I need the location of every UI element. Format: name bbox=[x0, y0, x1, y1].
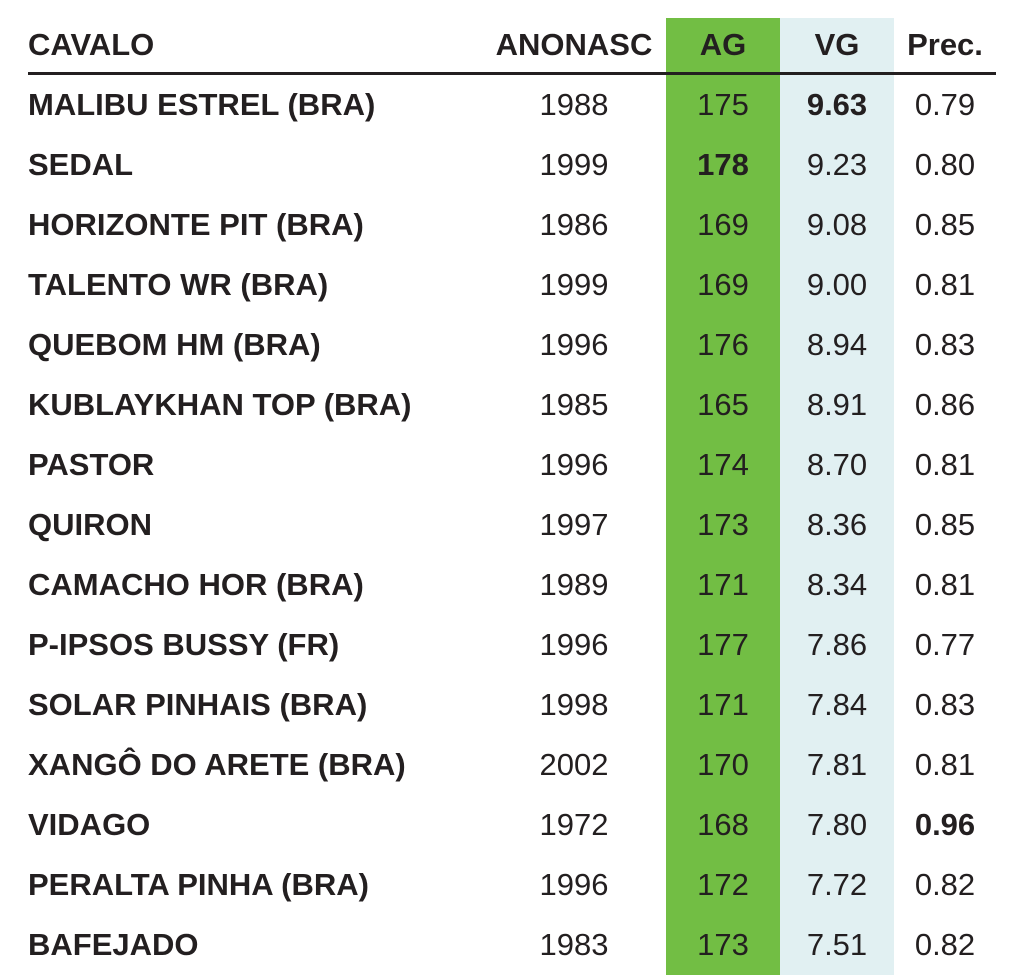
table-row: PERALTA PINHA (BRA)19961727.720.82 bbox=[28, 855, 996, 915]
table-row: CAMACHO HOR (BRA)19891718.340.81 bbox=[28, 555, 996, 615]
cell-cavalo: BAFEJADO bbox=[28, 915, 482, 975]
table-row: TALENTO WR (BRA)19991699.000.81 bbox=[28, 255, 996, 315]
cell-ag: 171 bbox=[666, 555, 780, 615]
cell-prec: 0.81 bbox=[894, 255, 996, 315]
cell-anonasc: 1996 bbox=[482, 615, 666, 675]
cell-vg: 8.91 bbox=[780, 375, 894, 435]
cell-cavalo: P-IPSOS BUSSY (FR) bbox=[28, 615, 482, 675]
cell-cavalo: SOLAR PINHAIS (BRA) bbox=[28, 675, 482, 735]
cell-anonasc: 1983 bbox=[482, 915, 666, 975]
cell-vg: 8.94 bbox=[780, 315, 894, 375]
cell-vg: 9.08 bbox=[780, 195, 894, 255]
cell-cavalo: SEDAL bbox=[28, 135, 482, 195]
cell-vg: 7.72 bbox=[780, 855, 894, 915]
cell-vg: 7.80 bbox=[780, 795, 894, 855]
cell-ag: 175 bbox=[666, 74, 780, 136]
cell-cavalo: HORIZONTE PIT (BRA) bbox=[28, 195, 482, 255]
cell-prec: 0.96 bbox=[894, 795, 996, 855]
cell-ag: 176 bbox=[666, 315, 780, 375]
cell-ag: 169 bbox=[666, 195, 780, 255]
cell-anonasc: 1996 bbox=[482, 315, 666, 375]
cell-vg: 8.70 bbox=[780, 435, 894, 495]
cell-prec: 0.82 bbox=[894, 855, 996, 915]
cell-prec: 0.83 bbox=[894, 315, 996, 375]
table-row: XANGÔ DO ARETE (BRA)20021707.810.81 bbox=[28, 735, 996, 795]
cell-cavalo: QUIRON bbox=[28, 495, 482, 555]
table-row: VIDAGO19721687.800.96 bbox=[28, 795, 996, 855]
cell-vg: 8.36 bbox=[780, 495, 894, 555]
cell-anonasc: 1998 bbox=[482, 675, 666, 735]
cell-vg: 7.86 bbox=[780, 615, 894, 675]
table-row: QUEBOM HM (BRA)19961768.940.83 bbox=[28, 315, 996, 375]
cell-ag: 173 bbox=[666, 495, 780, 555]
cell-prec: 0.85 bbox=[894, 195, 996, 255]
cell-ag: 165 bbox=[666, 375, 780, 435]
cell-anonasc: 1988 bbox=[482, 74, 666, 136]
horse-table: CAVALO ANONASC AG VG Prec. MALIBU ESTREL… bbox=[28, 18, 996, 975]
cell-ag: 173 bbox=[666, 915, 780, 975]
cell-prec: 0.81 bbox=[894, 555, 996, 615]
cell-cavalo: CAMACHO HOR (BRA) bbox=[28, 555, 482, 615]
cell-ag: 177 bbox=[666, 615, 780, 675]
cell-anonasc: 1999 bbox=[482, 135, 666, 195]
cell-ag: 168 bbox=[666, 795, 780, 855]
cell-cavalo: PERALTA PINHA (BRA) bbox=[28, 855, 482, 915]
cell-vg: 7.51 bbox=[780, 915, 894, 975]
header-cavalo: CAVALO bbox=[28, 18, 482, 74]
cell-prec: 0.86 bbox=[894, 375, 996, 435]
cell-anonasc: 1989 bbox=[482, 555, 666, 615]
cell-anonasc: 1985 bbox=[482, 375, 666, 435]
cell-anonasc: 1996 bbox=[482, 435, 666, 495]
table-wrapper: CAVALO ANONASC AG VG Prec. MALIBU ESTREL… bbox=[0, 0, 1024, 975]
header-row: CAVALO ANONASC AG VG Prec. bbox=[28, 18, 996, 74]
cell-ag: 174 bbox=[666, 435, 780, 495]
cell-prec: 0.80 bbox=[894, 135, 996, 195]
cell-vg: 9.00 bbox=[780, 255, 894, 315]
table-body: MALIBU ESTREL (BRA)19881759.630.79SEDAL1… bbox=[28, 74, 996, 976]
table-row: SEDAL19991789.230.80 bbox=[28, 135, 996, 195]
cell-cavalo: QUEBOM HM (BRA) bbox=[28, 315, 482, 375]
cell-prec: 0.77 bbox=[894, 615, 996, 675]
cell-cavalo: VIDAGO bbox=[28, 795, 482, 855]
cell-ag: 171 bbox=[666, 675, 780, 735]
cell-anonasc: 1999 bbox=[482, 255, 666, 315]
cell-vg: 7.81 bbox=[780, 735, 894, 795]
table-row: PASTOR19961748.700.81 bbox=[28, 435, 996, 495]
cell-cavalo: XANGÔ DO ARETE (BRA) bbox=[28, 735, 482, 795]
cell-vg: 7.84 bbox=[780, 675, 894, 735]
cell-anonasc: 1997 bbox=[482, 495, 666, 555]
cell-cavalo: MALIBU ESTREL (BRA) bbox=[28, 74, 482, 136]
table-row: HORIZONTE PIT (BRA)19861699.080.85 bbox=[28, 195, 996, 255]
table-row: P-IPSOS BUSSY (FR)19961777.860.77 bbox=[28, 615, 996, 675]
header-vg: VG bbox=[780, 18, 894, 74]
cell-ag: 170 bbox=[666, 735, 780, 795]
cell-anonasc: 1986 bbox=[482, 195, 666, 255]
cell-vg: 9.23 bbox=[780, 135, 894, 195]
cell-cavalo: KUBLAYKHAN TOP (BRA) bbox=[28, 375, 482, 435]
cell-anonasc: 1996 bbox=[482, 855, 666, 915]
cell-ag: 169 bbox=[666, 255, 780, 315]
table-row: KUBLAYKHAN TOP (BRA)19851658.910.86 bbox=[28, 375, 996, 435]
cell-prec: 0.79 bbox=[894, 74, 996, 136]
cell-cavalo: TALENTO WR (BRA) bbox=[28, 255, 482, 315]
cell-prec: 0.85 bbox=[894, 495, 996, 555]
cell-anonasc: 1972 bbox=[482, 795, 666, 855]
cell-prec: 0.82 bbox=[894, 915, 996, 975]
header-ag: AG bbox=[666, 18, 780, 74]
table-row: MALIBU ESTREL (BRA)19881759.630.79 bbox=[28, 74, 996, 136]
cell-anonasc: 2002 bbox=[482, 735, 666, 795]
cell-prec: 0.81 bbox=[894, 435, 996, 495]
cell-cavalo: PASTOR bbox=[28, 435, 482, 495]
cell-vg: 8.34 bbox=[780, 555, 894, 615]
cell-prec: 0.81 bbox=[894, 735, 996, 795]
cell-ag: 172 bbox=[666, 855, 780, 915]
table-row: SOLAR PINHAIS (BRA)19981717.840.83 bbox=[28, 675, 996, 735]
cell-prec: 0.83 bbox=[894, 675, 996, 735]
cell-vg: 9.63 bbox=[780, 74, 894, 136]
table-row: BAFEJADO19831737.510.82 bbox=[28, 915, 996, 975]
table-row: QUIRON19971738.360.85 bbox=[28, 495, 996, 555]
header-anonasc: ANONASC bbox=[482, 18, 666, 74]
header-prec: Prec. bbox=[894, 18, 996, 74]
cell-ag: 178 bbox=[666, 135, 780, 195]
